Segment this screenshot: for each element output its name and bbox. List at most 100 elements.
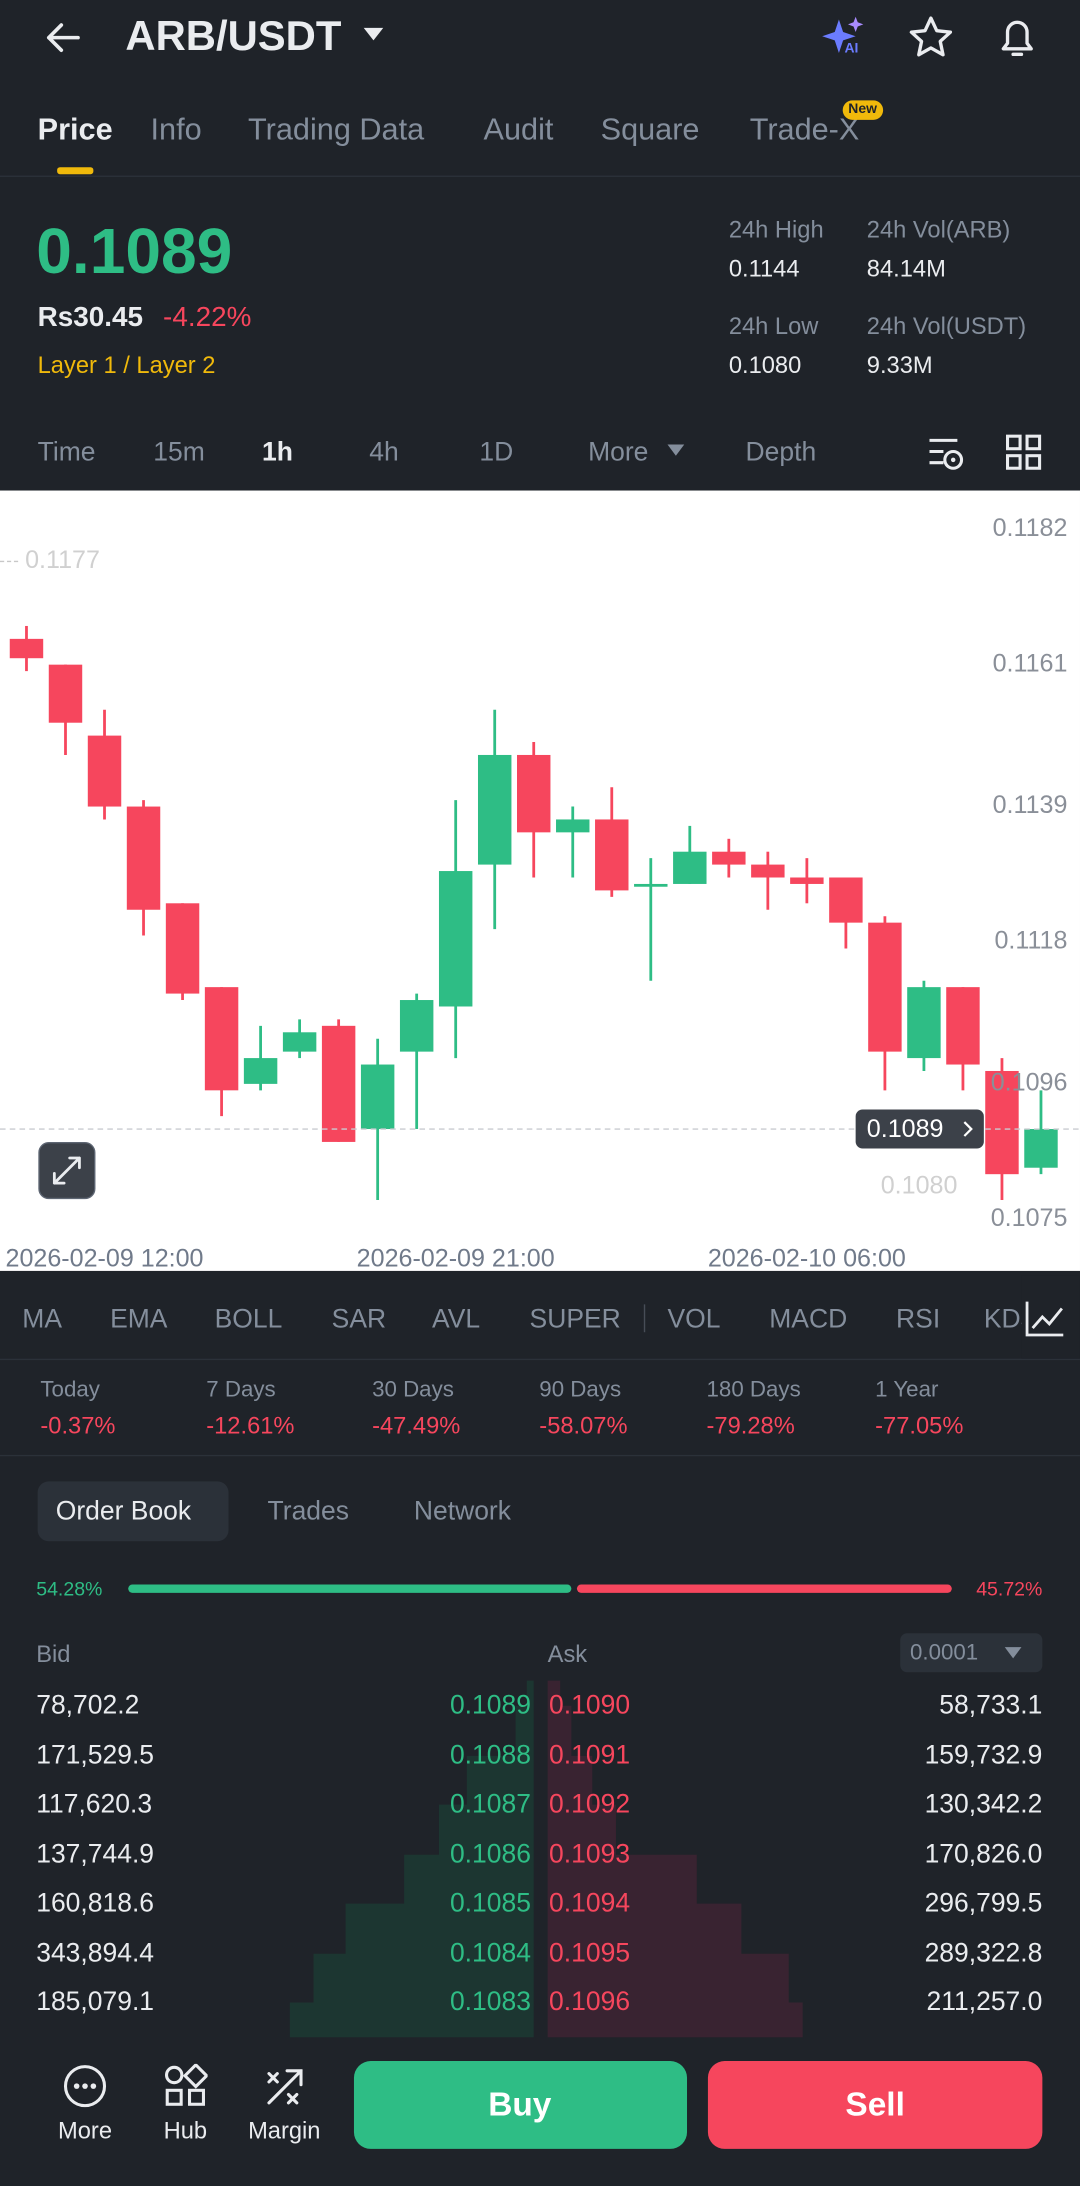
- candle-body: [282, 1032, 317, 1052]
- ask-price: 0.1095: [549, 1938, 631, 1968]
- ask-quantity: 159,732.9: [924, 1740, 1043, 1770]
- ask-quantity: 296,799.5: [924, 1888, 1043, 1919]
- bid-price: 0.1089: [449, 1691, 531, 1721]
- chart-settings-icon[interactable]: [925, 432, 967, 474]
- candle-body: [946, 987, 980, 1065]
- interval-tab[interactable]: 4h: [369, 438, 399, 468]
- precision-select[interactable]: [900, 1633, 1043, 1673]
- toolbar-label[interactable]: Hub: [163, 2117, 208, 2144]
- ask-quantity: 170,826.0: [924, 1839, 1043, 1869]
- page-title: ARB/USDT: [125, 13, 342, 60]
- toolbar-label[interactable]: More: [58, 2117, 112, 2144]
- interval-tab[interactable]: 1D: [479, 438, 514, 468]
- period-label: Today: [40, 1378, 100, 1402]
- toolbar-label[interactable]: Margin: [248, 2117, 321, 2144]
- stat-label: 24h Low: [728, 312, 819, 340]
- period-change: -12.61%: [206, 1412, 295, 1439]
- ask-quantity: 58,733.1: [939, 1691, 1043, 1721]
- ask-quantity: 211,257.0: [926, 1987, 1043, 2018]
- nav-tab[interactable]: Info: [150, 111, 202, 147]
- high-mark-label: 0.1177: [25, 546, 100, 574]
- margin-icon[interactable]: [262, 2064, 307, 2109]
- indicator-settings[interactable]: [1021, 1275, 1080, 1359]
- bid-header: Bid: [36, 1640, 71, 1668]
- buy-label[interactable]: Buy: [488, 2086, 552, 2124]
- period-change: -79.28%: [706, 1412, 795, 1439]
- sell-label[interactable]: Sell: [845, 2086, 905, 2124]
- bid-quantity: 171,529.5: [36, 1740, 155, 1770]
- sell-button[interactable]: [707, 2061, 1043, 2149]
- y-tick-label: 0.1118: [994, 927, 1067, 955]
- nav-tab[interactable]: Trading Data: [248, 111, 425, 147]
- back-button[interactable]: [42, 17, 84, 59]
- precision-value: 0.0001: [909, 1641, 979, 1666]
- candle-body: [907, 987, 941, 1059]
- precision-dropdown[interactable]: [1003, 1646, 1023, 1660]
- indicator-tab[interactable]: SAR: [331, 1305, 387, 1335]
- nav-tab[interactable]: Trade-X: [749, 111, 860, 147]
- bid-price: 0.1087: [449, 1790, 531, 1820]
- layout-icon[interactable]: [1005, 433, 1044, 472]
- more-dropdown[interactable]: [666, 443, 686, 457]
- book-tab[interactable]: Network: [413, 1497, 511, 1527]
- indicator-tab[interactable]: BOLL: [214, 1305, 283, 1335]
- ask-quantity: 130,342.2: [924, 1790, 1043, 1820]
- low-mark-label: 0.1080: [881, 1172, 958, 1200]
- ask-price: 0.1091: [549, 1740, 631, 1770]
- ai-icon[interactable]: AI: [819, 14, 869, 61]
- bid-quantity: 78,702.2: [36, 1691, 140, 1721]
- candle-body: [126, 806, 161, 910]
- period-change: -47.49%: [372, 1412, 461, 1439]
- book-tab[interactable]: Order Book: [55, 1497, 192, 1527]
- bid-price: 0.1085: [449, 1888, 531, 1919]
- x-tick-label: 2026-02-09 21:00: [357, 1244, 555, 1271]
- interval-tab[interactable]: 15m: [153, 438, 205, 468]
- indicator-tab[interactable]: SUPER: [529, 1305, 621, 1335]
- hub-icon[interactable]: [163, 2063, 208, 2109]
- depth-bars: [289, 1680, 803, 2038]
- indicator-tab[interactable]: MACD: [769, 1305, 848, 1335]
- stat-value: 84.14M: [866, 255, 946, 283]
- new-badge: New: [842, 100, 883, 120]
- pair-dropdown[interactable]: [362, 26, 384, 43]
- candle-body: [438, 871, 473, 1007]
- stat-label: 24h Vol(ARB): [866, 216, 1011, 244]
- period-label: 7 Days: [206, 1378, 276, 1402]
- indicator-tab[interactable]: VOL: [667, 1305, 721, 1335]
- interval-tab[interactable]: Depth: [745, 438, 817, 468]
- candle-body: [868, 922, 902, 1052]
- x-tick-label: 2026-02-09 12:00: [6, 1244, 204, 1271]
- candle-body: [321, 1025, 356, 1142]
- interval-tab[interactable]: 1h: [261, 438, 293, 468]
- nav-tab[interactable]: Price: [37, 111, 113, 147]
- nav-tab[interactable]: Audit: [483, 111, 554, 147]
- alert-button[interactable]: [994, 13, 1041, 63]
- bid-price: 0.1083: [449, 1987, 531, 2018]
- favorite-button[interactable]: [907, 14, 954, 61]
- fullscreen-button[interactable]: [38, 1141, 97, 1200]
- y-tick-label: 0.1075: [991, 1204, 1068, 1232]
- candle-body: [165, 903, 200, 994]
- indicator-tab[interactable]: RSI: [896, 1305, 941, 1335]
- candle-body: [829, 877, 863, 923]
- candle-body: [204, 987, 239, 1091]
- more-icon[interactable]: [61, 2062, 108, 2109]
- interval-tab[interactable]: More: [588, 438, 649, 468]
- period-label: 180 Days: [706, 1378, 801, 1402]
- ask-price: 0.1096: [549, 1987, 631, 2018]
- candle-body: [517, 754, 551, 833]
- indicator-tab[interactable]: EMA: [110, 1305, 168, 1335]
- indicator-tab[interactable]: AVL: [431, 1305, 481, 1335]
- y-tick-label: 0.1096: [991, 1069, 1068, 1097]
- price-tag: [855, 1109, 984, 1149]
- y-tick-label: 0.1182: [993, 514, 1068, 542]
- nav-tab[interactable]: Square: [600, 111, 700, 147]
- buy-button[interactable]: [353, 2061, 688, 2149]
- indicator-tab[interactable]: MA: [22, 1305, 63, 1335]
- book-tab[interactable]: Trades: [267, 1497, 349, 1527]
- period-change: -58.07%: [539, 1412, 628, 1439]
- separator: [643, 1304, 646, 1333]
- divider: [0, 175, 1080, 177]
- interval-tab[interactable]: Time: [37, 438, 96, 468]
- bid-price: 0.1086: [449, 1839, 531, 1869]
